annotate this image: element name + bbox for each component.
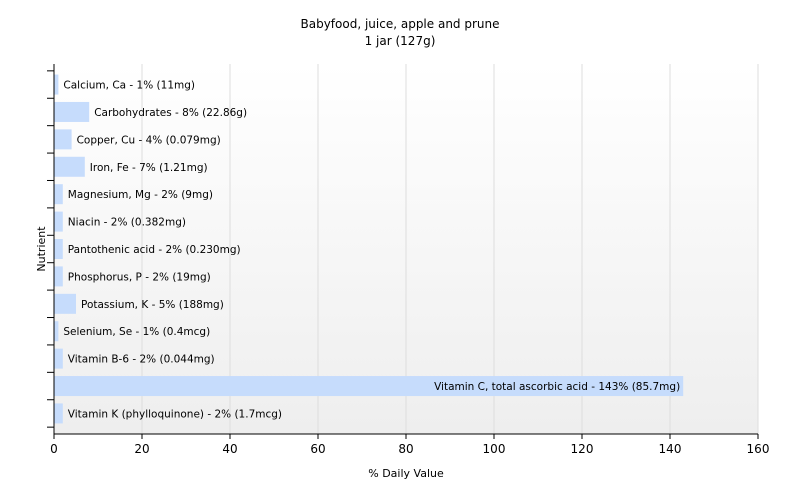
bar-label-2: Copper, Cu - 4% (0.079mg) <box>77 134 221 146</box>
x-tick-label-0: 0 <box>50 442 58 456</box>
y-axis-label: Nutrient <box>35 226 48 272</box>
bar-4 <box>54 184 63 205</box>
bar-label-12: Vitamin K (phylloquinone) - 2% (1.7mcg) <box>68 408 282 420</box>
bar-9 <box>54 321 59 342</box>
bar-11 <box>54 376 684 397</box>
bar-label-10: Vitamin B-6 - 2% (0.044mg) <box>68 354 215 366</box>
bar-label-3: Iron, Fe - 7% (1.21mg) <box>90 162 208 174</box>
axes-group: 0 20 40 60 80 100 120 140 160 <box>47 64 769 456</box>
bar-label-11: Vitamin C, total ascorbic acid - 143% (8… <box>434 381 680 393</box>
bar-label-1: Carbohydrates - 8% (22.86g) <box>94 107 247 119</box>
bar-label-5: Niacin - 2% (0.382mg) <box>68 217 186 229</box>
bar-label-6: Pantothenic acid - 2% (0.230mg) <box>68 244 241 256</box>
x-tick-label-4: 80 <box>398 442 413 456</box>
x-tick-label-2: 40 <box>222 442 237 456</box>
chart-subtitle: 1 jar (127g) <box>365 34 436 48</box>
bar-0 <box>54 74 59 95</box>
x-tick-label-3: 60 <box>310 442 325 456</box>
x-tick-label-5: 100 <box>483 442 506 456</box>
bar-7 <box>54 266 63 287</box>
bar-6 <box>54 239 63 259</box>
bar-8 <box>54 293 76 314</box>
bar-12 <box>54 403 63 424</box>
bar-3 <box>54 156 85 177</box>
bar-5 <box>54 211 63 232</box>
x-tick-label-8: 160 <box>747 442 770 456</box>
x-tick-label-6: 120 <box>571 442 594 456</box>
x-tick-label-7: 140 <box>659 442 682 456</box>
bar-10 <box>54 348 63 369</box>
bar-label-7: Phosphorus, P - 2% (19mg) <box>68 271 211 283</box>
x-tick-label-1: 20 <box>134 442 149 456</box>
bar-label-8: Potassium, K - 5% (188mg) <box>81 299 224 311</box>
bar-1 <box>54 101 90 122</box>
grid-lines <box>141 64 759 434</box>
x-axis-label: % Daily Value <box>368 467 444 480</box>
bar-label-4: Magnesium, Mg - 2% (9mg) <box>68 189 213 201</box>
bar-2 <box>54 129 72 150</box>
bar-label-9: Selenium, Se - 1% (0.4mcg) <box>63 326 210 338</box>
bar-label-0: Calcium, Ca - 1% (11mg) <box>63 80 195 92</box>
chart-title: Babyfood, juice, apple and prune <box>301 17 500 31</box>
bars-group: Calcium, Ca - 1% (11mg) Carbohydrates - 8… <box>54 74 684 424</box>
